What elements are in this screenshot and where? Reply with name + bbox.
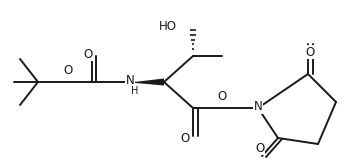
Text: O: O [306,45,315,59]
Text: H: H [131,86,139,96]
Text: O: O [218,90,227,102]
Text: N: N [254,101,262,113]
Text: H: H [131,86,139,96]
Text: O: O [180,132,190,144]
Text: HO: HO [159,20,177,32]
Text: N: N [126,74,134,88]
Text: N: N [126,74,134,88]
Text: O: O [255,142,264,154]
Polygon shape [130,79,164,85]
Text: O: O [63,63,73,76]
Text: N: N [254,101,262,113]
Text: O: O [84,48,93,61]
